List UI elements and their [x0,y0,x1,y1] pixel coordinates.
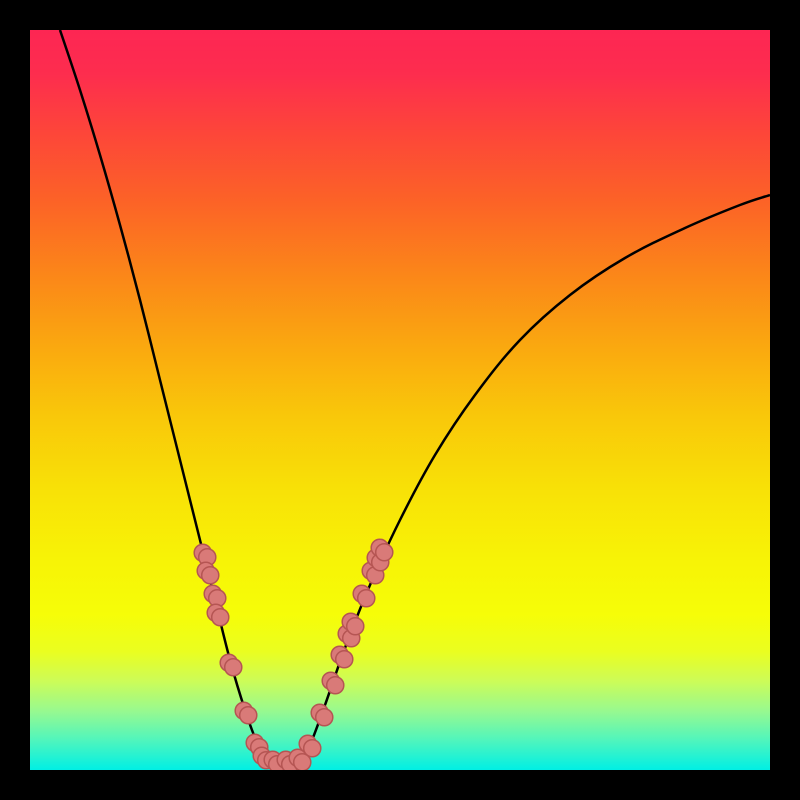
bottleneck-chart: TheBottleneck.com [0,0,800,800]
plot-area [0,0,800,800]
plot-svg [0,0,800,800]
